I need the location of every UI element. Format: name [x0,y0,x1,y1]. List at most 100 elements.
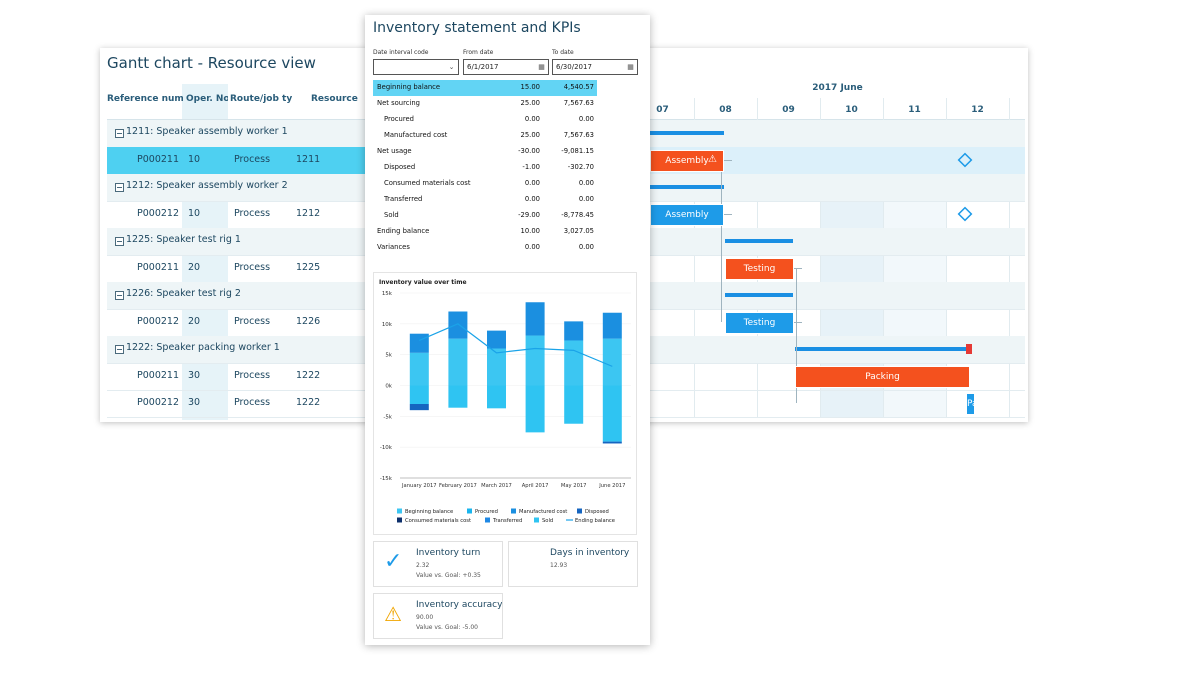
collapse-minus [117,349,122,350]
field-input: ⌄ [373,59,459,75]
job-cell: Process [234,397,271,408]
bar-segment [448,385,468,408]
kpi-title: Inventory accuracy [416,600,502,610]
kpi-goal: Value vs. Goal: +0.35 [416,572,481,579]
row-amount: -302.70 [567,163,594,171]
column-header: Route/job type [230,94,292,104]
kpi-value: 12.93 [550,562,568,569]
legend-label: Procured [475,509,498,515]
warning-icon: ⚠ [384,603,402,625]
day-label: 08 [719,105,732,115]
column-header: Reference number [107,94,183,104]
row-label: Procured [384,115,414,123]
job-cell: 10 [188,208,201,219]
row-qty: 0.00 [524,179,540,187]
row-amount: -9,081.15 [561,147,594,155]
group-label: 1225: Speaker test rig 1 [126,234,241,245]
row-amount: 7,567.63 [563,99,594,107]
row-label: Disposed [384,163,416,171]
legend-label: Manufactured cost [519,509,567,515]
x-tick-label: June 2017 [598,483,625,489]
job-cell: 1226 [296,316,321,327]
row-amount: 4,540.57 [563,83,594,91]
job-cell: 1212 [296,208,321,219]
row-label: Net sourcing [377,99,420,107]
day-label: 10 [845,105,858,115]
job-cell: 30 [188,370,201,381]
job-cell: P000211 [137,370,179,381]
row-qty: 10.00 [520,227,540,235]
day-label: 11 [908,105,921,115]
warning-icon: ⚠ [708,154,717,165]
job-cell: 30 [188,397,201,408]
chart-card [373,272,637,535]
bar-segment [525,385,545,433]
bar-segment [409,404,429,411]
chart-title: Inventory value over time [379,279,467,286]
y-tick-label: 0k [385,384,392,390]
row-label: Sold [384,211,399,219]
collapse-minus [117,133,122,134]
collapse-icon [115,237,124,246]
check-icon: ✓ [384,551,403,573]
task-bar: Assembly [650,204,724,226]
field-value: 6/1/2017 [467,63,499,71]
day-grid-line [1009,98,1010,418]
legend-label: Sold [542,518,553,524]
kpi-value: 2.32 [416,562,430,569]
day-grid-line [946,98,947,418]
column-header: Resource [311,94,358,104]
bar-segment [602,385,622,442]
row-label: Ending balance [377,227,430,235]
job-cell: 1211 [296,154,321,165]
bar-segment [487,385,506,409]
y-tick-label: 10k [382,322,393,328]
kpi-card [373,593,503,639]
row-amount: 0.00 [578,195,594,203]
kpi-value: 90.00 [416,614,434,621]
legend-swatch [467,508,472,514]
progress-bar [650,185,724,189]
connector [724,160,732,161]
group-label: 1222: Speaker packing worker 1 [126,342,280,353]
month-header: 2017 June [812,83,863,93]
row-label: Consumed materials cost [384,179,471,187]
task-bar: Testing [725,258,794,280]
row-qty: -1.00 [522,163,540,171]
row-qty: 25.00 [520,99,540,107]
row-amount: 7,567.63 [563,131,594,139]
job-cell: Process [234,370,271,381]
legend-label: Disposed [585,509,609,515]
row-qty: 25.00 [520,131,540,139]
inventory-title: Inventory statement and KPIs [373,20,581,36]
progress-bar [725,293,793,297]
job-cell: 10 [188,154,201,165]
task-bar: Assembly [650,150,724,172]
row-qty: 0.00 [524,115,540,123]
collapse-minus [117,187,122,188]
job-cell: 1222 [296,397,321,408]
gantt-title: Gantt chart - Resource view [107,54,316,72]
legend-swatch [397,508,402,514]
collapse-icon [115,129,124,138]
kpi-card [373,541,503,587]
kpi-goal: Value vs. Goal: -5.00 [416,624,478,631]
row-amount: -8,778.45 [561,211,594,219]
bar-segment [487,330,506,349]
bar-segment [564,385,584,424]
y-tick-label: -10k [380,445,393,451]
kpi-card [508,541,638,587]
chart: Inventory value over time 15k 10k 5k 0k -5k -1… [379,279,631,524]
bar-segment [409,385,429,404]
legend-label: Consumed materials cost [405,518,471,524]
day-label: 07 [656,105,669,115]
row-qty: 0.00 [524,243,540,251]
x-tick-label: March 2017 [481,483,512,489]
day-label: 12 [971,105,984,115]
progress-bar [795,347,972,351]
x-tick-label: May 2017 [561,483,587,489]
field-input: 6/1/2017 ▦ [463,59,549,75]
task-bar: Packing [795,366,970,388]
y-tick-label: 5k [385,353,392,359]
job-cell: P000211 [137,154,179,165]
